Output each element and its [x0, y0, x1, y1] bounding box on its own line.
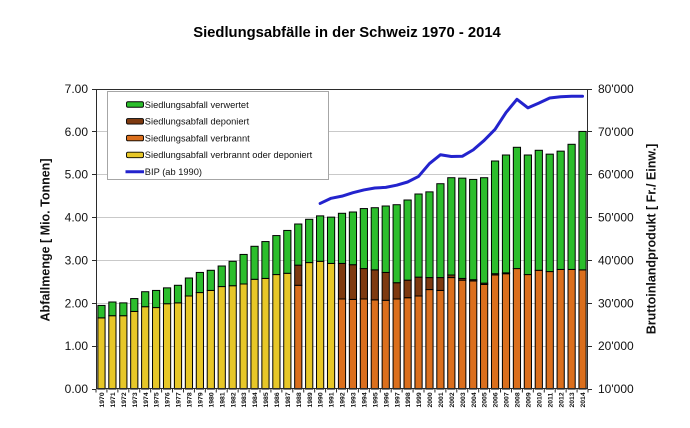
svg-text:2005: 2005 — [482, 392, 489, 407]
svg-text:1994: 1994 — [361, 392, 368, 407]
svg-text:1987: 1987 — [285, 392, 292, 407]
svg-text:2014: 2014 — [580, 392, 587, 407]
svg-text:2011: 2011 — [547, 393, 554, 408]
svg-text:2009: 2009 — [525, 392, 532, 407]
svg-text:3.00: 3.00 — [65, 253, 89, 267]
svg-text:Abfallmenge [ Mio. Tonnen]: Abfallmenge [ Mio. Tonnen] — [39, 159, 53, 322]
svg-text:5.00: 5.00 — [65, 168, 89, 182]
svg-text:1985: 1985 — [263, 392, 270, 407]
svg-text:1972: 1972 — [121, 392, 128, 407]
svg-text:1992: 1992 — [340, 392, 347, 407]
svg-text:1995: 1995 — [372, 392, 379, 407]
svg-text:1971: 1971 — [110, 392, 117, 407]
svg-text:1990: 1990 — [318, 392, 325, 407]
svg-text:Siedlungsabfall verbrannt: Siedlungsabfall verbrannt — [145, 133, 250, 143]
svg-text:Siedlungsabfall verbrannt oder: Siedlungsabfall verbrannt oder deponiert — [145, 150, 313, 160]
svg-text:1988: 1988 — [296, 392, 303, 407]
svg-text:50'000: 50'000 — [598, 211, 634, 225]
svg-text:1999: 1999 — [416, 392, 423, 407]
svg-text:1991: 1991 — [329, 392, 336, 407]
svg-text:2000: 2000 — [427, 392, 434, 407]
svg-text:Bruttoinlandprodukt [ Fr./ Ein: Bruttoinlandprodukt [ Fr./ Einw.] — [645, 144, 659, 335]
svg-text:1978: 1978 — [187, 392, 194, 407]
svg-text:2012: 2012 — [558, 392, 565, 407]
svg-text:1981: 1981 — [219, 392, 226, 407]
svg-text:2013: 2013 — [569, 392, 576, 407]
svg-text:20'000: 20'000 — [598, 339, 634, 353]
svg-text:2.00: 2.00 — [65, 296, 89, 310]
svg-text:0.00: 0.00 — [65, 382, 89, 396]
svg-text:1996: 1996 — [383, 392, 390, 407]
svg-text:1.00: 1.00 — [65, 339, 89, 353]
svg-text:1986: 1986 — [274, 392, 281, 407]
svg-text:2003: 2003 — [460, 392, 467, 407]
svg-text:1979: 1979 — [197, 392, 204, 407]
svg-text:1970: 1970 — [99, 392, 106, 407]
svg-text:60'000: 60'000 — [598, 168, 634, 182]
svg-text:70'000: 70'000 — [598, 125, 634, 139]
svg-text:40'000: 40'000 — [598, 253, 634, 267]
svg-text:1982: 1982 — [230, 392, 237, 407]
svg-text:2002: 2002 — [449, 392, 456, 407]
svg-text:1989: 1989 — [307, 392, 314, 407]
svg-text:2010: 2010 — [536, 392, 543, 407]
svg-text:Siedlungsabfälle in der Schwei: Siedlungsabfälle in der Schweiz 1970 - 2… — [193, 25, 501, 41]
svg-text:2006: 2006 — [493, 392, 500, 407]
svg-text:Siedlungsabfall verwertet: Siedlungsabfall verwertet — [145, 100, 249, 110]
svg-text:Siedlungsabfall deponiert: Siedlungsabfall deponiert — [145, 117, 250, 127]
svg-text:1993: 1993 — [351, 392, 358, 407]
svg-text:1983: 1983 — [241, 392, 248, 407]
svg-text:7.00: 7.00 — [65, 82, 89, 96]
svg-text:80'000: 80'000 — [598, 82, 634, 96]
svg-text:2007: 2007 — [504, 392, 511, 407]
svg-text:1976: 1976 — [165, 392, 172, 407]
svg-text:30'000: 30'000 — [598, 296, 634, 310]
svg-text:1975: 1975 — [154, 392, 161, 407]
svg-text:1984: 1984 — [252, 392, 259, 407]
svg-text:1998: 1998 — [405, 392, 412, 407]
svg-text:2008: 2008 — [515, 392, 522, 407]
svg-text:2001: 2001 — [438, 392, 445, 407]
svg-text:1973: 1973 — [132, 392, 139, 407]
svg-text:4.00: 4.00 — [65, 211, 89, 225]
svg-text:1974: 1974 — [143, 392, 150, 407]
svg-text:10'000: 10'000 — [598, 382, 634, 396]
svg-text:6.00: 6.00 — [65, 125, 89, 139]
svg-text:2004: 2004 — [471, 392, 478, 407]
svg-text:1997: 1997 — [394, 392, 401, 407]
svg-text:1977: 1977 — [176, 392, 183, 407]
svg-text:1980: 1980 — [208, 392, 215, 407]
svg-text:BIP (ab 1990): BIP (ab 1990) — [145, 167, 202, 177]
